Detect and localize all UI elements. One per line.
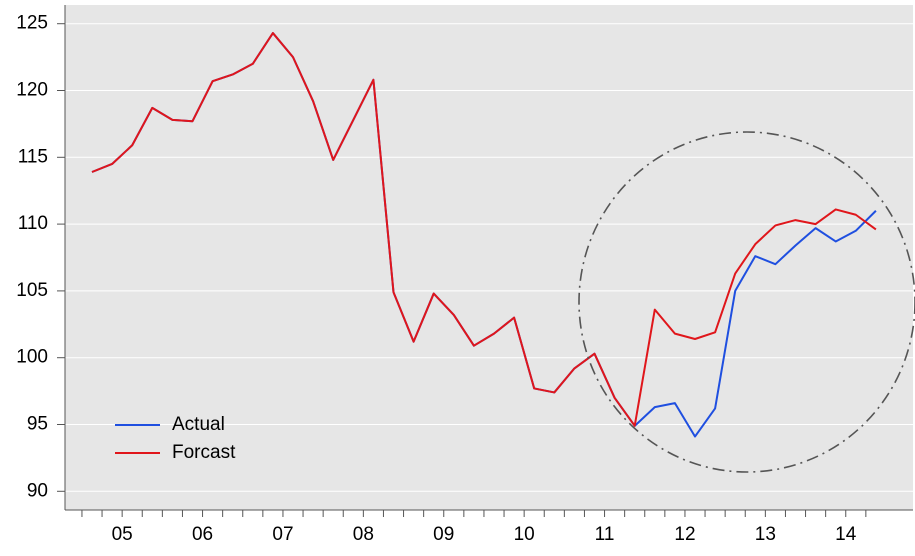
y-tick-label: 100	[16, 347, 48, 368]
grid	[65, 23, 913, 492]
x-tick-label: 12	[674, 524, 695, 545]
x-tick-label: 05	[112, 524, 133, 545]
plot-area	[65, 5, 913, 510]
x-tick-label: 08	[353, 524, 374, 545]
y-tick-label: 105	[16, 280, 48, 301]
y-tick-label: 120	[16, 80, 48, 101]
y-tick-label: 95	[27, 414, 48, 435]
legend-label: Actual	[172, 414, 225, 435]
y-tick-label: 90	[27, 480, 48, 501]
series-line	[91, 32, 877, 427]
x-tick-label: 06	[192, 524, 213, 545]
x-tick-label: 09	[433, 524, 454, 545]
legend-label: Forcast	[172, 442, 236, 463]
y-tick-label: 115	[18, 146, 48, 167]
x-tick-label: 07	[272, 524, 293, 545]
y-tick-label: 125	[16, 13, 48, 34]
x-tick-label: 10	[514, 524, 535, 545]
highlight-circle	[578, 131, 915, 473]
lines	[91, 32, 877, 438]
x-tick-label: 13	[755, 524, 776, 545]
x-tick-label: 14	[835, 524, 857, 545]
x-tick-label: 11	[595, 524, 615, 545]
y-tick-label: 110	[18, 213, 48, 234]
